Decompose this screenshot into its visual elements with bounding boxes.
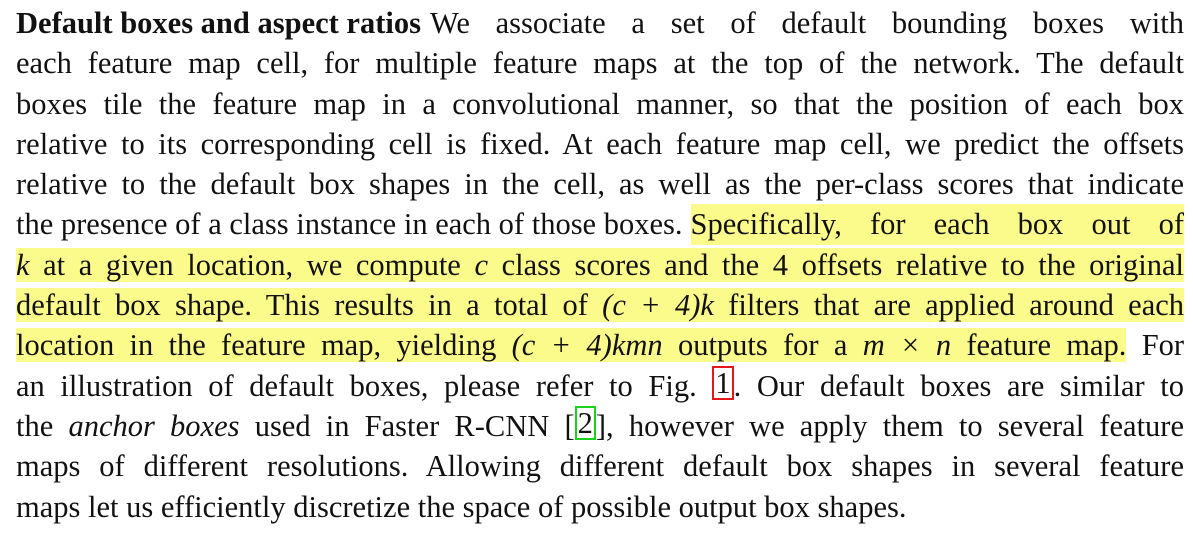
line-11-b: used in Faster R-CNN [ (254, 408, 575, 443)
line-1-text: We associate a set of default bounding b… (429, 6, 1184, 40)
text-line-9: location in the feature map, yielding (c… (16, 325, 1184, 365)
line-9-c: feature map. (966, 328, 1127, 363)
line-13-text: maps let us efficiently discretize the s… (16, 489, 907, 524)
highlight-line-7: k at a given location, we compute c clas… (16, 247, 1185, 282)
line-10-b: . Our default boxes are similar to (733, 368, 1184, 403)
line-11-c: ], however we apply them to several feat… (595, 408, 1184, 443)
line-7-d: offsets relative to the original (801, 247, 1185, 282)
line-6-plain: the presence of a class instance in each… (16, 207, 683, 242)
paper-paragraph: Default boxes and aspect ratios We assoc… (16, 3, 1184, 527)
text-line-13: maps let us efficiently discretize the s… (16, 487, 1184, 527)
math-4: 4 (772, 247, 789, 282)
text-line-11: the anchor boxes used in Faster R-CNN [2… (16, 405, 1184, 446)
line-9-b: outputs for a (677, 328, 848, 363)
text-line-8: default box shape. This results in a tot… (16, 285, 1185, 325)
math-filters: (c + 4)k (602, 288, 714, 323)
text-line-7: k at a given location, we compute c clas… (16, 245, 1185, 285)
text-line-5: relative to the default box shapes in th… (16, 164, 1184, 204)
line-8-b: filters that are applied around each (728, 288, 1185, 323)
math-m-by-n: m × n (862, 328, 952, 363)
line-11-a: the (16, 408, 54, 443)
line-4-text: relative to its corresponding cell is fi… (16, 126, 1184, 161)
anchor-boxes-term: anchor boxes (68, 408, 240, 443)
text-line-4: relative to its corresponding cell is fi… (16, 124, 1184, 164)
line-3-text: boxes tile the feature map in a convolut… (16, 86, 1184, 121)
line-2-text: each feature map cell, for multiple feat… (16, 46, 1184, 81)
line-7-b: class scores and the (501, 247, 760, 282)
text-line-12: maps of different resolutions. Allowing … (16, 446, 1184, 486)
text-line-1: Default boxes and aspect ratios We assoc… (16, 3, 1184, 43)
highlight-line-9: location in the feature map, yielding (c… (16, 328, 1127, 363)
text-line-10: an illustration of default boxes, please… (16, 365, 1184, 406)
math-k: k (16, 247, 30, 282)
text-line-3: boxes tile the feature map in a convolut… (16, 84, 1184, 124)
line-5-text: relative to the default box shapes in th… (16, 167, 1184, 202)
paragraph-heading: Default boxes and aspect ratios (16, 6, 421, 40)
line-6-highlight: Specifically, for each box out of (690, 204, 1184, 245)
line-9-a: location in the feature map, yielding (16, 328, 497, 363)
line-8-a: default box shape. This results in a tot… (16, 288, 588, 323)
line-7-a: at a given location, we compute (43, 247, 461, 282)
text-line-6: the presence of a class instance in each… (16, 204, 1184, 245)
math-outputs: (c + 4)kmn (511, 328, 663, 363)
line-10-a: an illustration of default boxes, please… (16, 368, 697, 403)
line-12-text: maps of different resolutions. Allowing … (16, 449, 1184, 484)
citation-ref-link[interactable]: 2 (574, 405, 596, 440)
math-c: c (474, 247, 488, 282)
figure-ref-link[interactable]: 1 (712, 365, 734, 400)
highlight-line-8: default box shape. This results in a tot… (16, 288, 1185, 323)
line-9-plain: For (1141, 328, 1185, 363)
text-line-2: each feature map cell, for multiple feat… (16, 43, 1184, 83)
